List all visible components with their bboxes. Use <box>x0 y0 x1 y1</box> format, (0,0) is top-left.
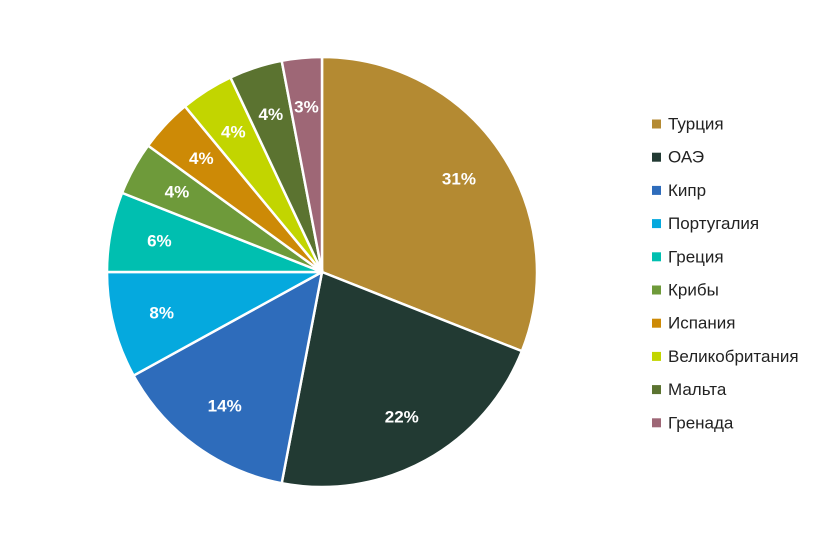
legend-swatch-7 <box>652 318 661 328</box>
legend-label-7: Испания <box>668 314 735 333</box>
data-label-9: 4% <box>259 105 284 124</box>
legend-swatch-1 <box>652 119 661 129</box>
legend-item-5: Греция <box>652 247 724 266</box>
legend-item-2: ОАЭ <box>652 148 704 167</box>
legend: Турция ОАЭ Кипр Португалия Греция Крибы Испани… <box>652 115 799 432</box>
legend-label-10: Гренада <box>668 413 734 432</box>
data-label-2: 22% <box>385 408 419 427</box>
data-label-1: 31% <box>442 169 476 188</box>
legend-label-4: Португалия <box>668 214 759 233</box>
data-label-7: 4% <box>189 149 214 168</box>
legend-item-10: Гренада <box>652 413 734 432</box>
pie-slice-4 <box>105 270 323 378</box>
legend-label-2: ОАЭ <box>668 148 704 167</box>
legend-swatch-3 <box>652 185 661 195</box>
pie-slice-1 <box>320 55 539 353</box>
legend-label-8: Великобритания <box>668 347 799 366</box>
data-label-5: 6% <box>147 231 172 250</box>
data-label-8: 4% <box>221 123 246 142</box>
data-label-10: 3% <box>294 98 319 117</box>
legend-item-9: Мальта <box>652 380 727 399</box>
data-label-4: 8% <box>149 304 174 323</box>
pie-slices <box>105 55 539 489</box>
legend-swatch-6 <box>652 285 661 295</box>
pie-data-labels: 31% 22% 14% 8% 6% 4% 4% 4% 4% 3% <box>147 98 476 427</box>
legend-item-8: Великобритания <box>652 347 799 366</box>
legend-item-1: Турция <box>652 115 724 134</box>
legend-swatch-4 <box>652 219 661 229</box>
legend-swatch-2 <box>652 152 661 162</box>
legend-label-9: Мальта <box>668 380 727 399</box>
legend-label-5: Греция <box>668 247 724 266</box>
legend-label-3: Кипр <box>668 181 706 200</box>
legend-label-6: Крибы <box>668 281 719 300</box>
legend-swatch-8 <box>652 351 661 361</box>
legend-item-3: Кипр <box>652 181 706 200</box>
legend-label-1: Турция <box>668 115 724 134</box>
legend-item-7: Испания <box>652 314 735 333</box>
legend-swatch-10 <box>652 418 661 428</box>
pie-slice-3 <box>131 269 324 485</box>
pie-slice-10 <box>280 55 324 273</box>
data-label-3: 14% <box>208 396 242 415</box>
pie-slice-2 <box>280 270 524 489</box>
legend-item-4: Португалия <box>652 214 759 233</box>
legend-swatch-5 <box>652 252 661 262</box>
legend-swatch-9 <box>652 385 661 395</box>
data-label-6: 4% <box>165 183 190 202</box>
legend-item-6: Крибы <box>652 281 719 300</box>
